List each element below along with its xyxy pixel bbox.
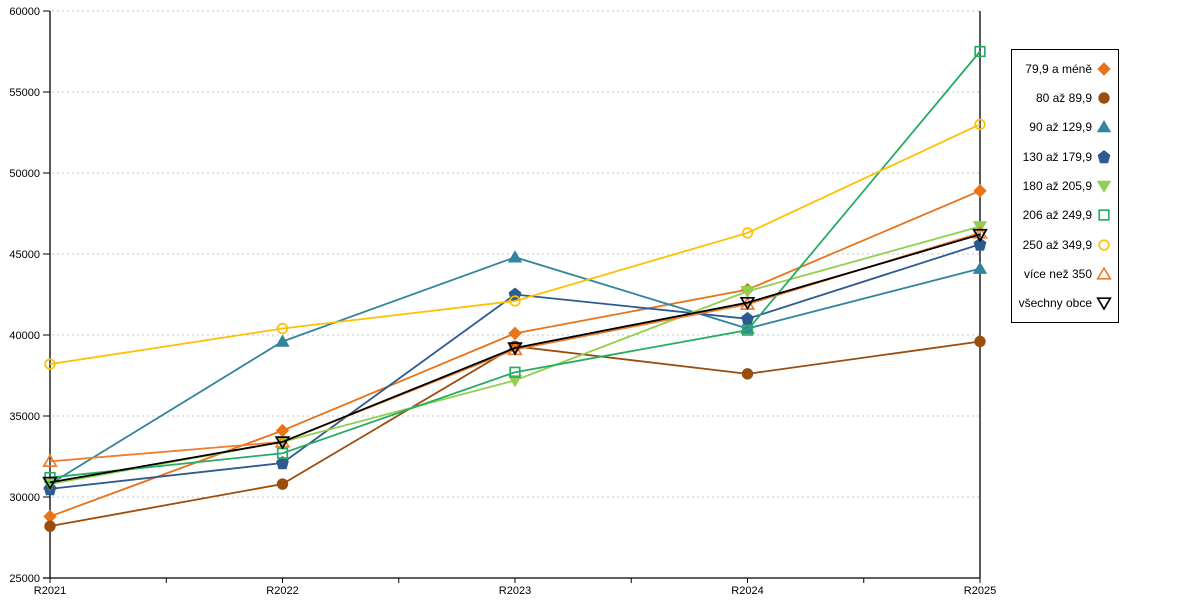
legend-item-4: 130 až 179,9 [1012, 143, 1118, 170]
legend-item-9: všechny obce [1012, 290, 1118, 317]
y-tick-label: 55000 [9, 87, 40, 99]
square-outline-icon [1098, 209, 1110, 221]
triangle-down-icon [1096, 180, 1112, 193]
triangle-up-icon [1096, 120, 1112, 133]
y-tick-label: 50000 [9, 168, 40, 180]
legend-label: všechny obce [1018, 296, 1092, 311]
x-tick-label: R2025 [964, 585, 996, 597]
circle-icon [1098, 92, 1110, 104]
series-v-echny-obce [42, 228, 988, 491]
series-250-a-349-9 [44, 118, 986, 370]
x-tick-label: R2024 [731, 585, 763, 597]
legend-item-7: 250 až 349,9 [1012, 231, 1118, 258]
legend-item-6: 206 až 249,9 [1012, 202, 1118, 229]
series-group [42, 45, 988, 532]
diamond-icon [1097, 62, 1111, 76]
legend-label: více než 350 [1023, 266, 1092, 281]
triangle-down-outline-icon [1096, 297, 1112, 311]
series-80-a-89-9 [44, 335, 986, 532]
pentagon-icon [1097, 149, 1111, 163]
y-tick-label: 60000 [9, 6, 40, 18]
y-tick-label: 25000 [9, 573, 40, 585]
y-tick-label: 45000 [9, 249, 40, 261]
y-tick-label: 40000 [9, 330, 40, 342]
y-tick-label: 30000 [9, 492, 40, 504]
legend-item-1: 79,9 a méně [1012, 55, 1118, 82]
legend-label: 90 až 129,9 [1029, 120, 1092, 135]
legend-label: 180 až 205,9 [1022, 178, 1092, 193]
legend-item-5: 180 až 205,9 [1012, 172, 1118, 199]
axis-labels: 25000 30000 35000 40000 45000 50000 55000 60000… [9, 6, 996, 597]
y-tick-label: 35000 [9, 411, 40, 423]
x-tick-label: R2022 [266, 585, 298, 597]
chart-legend: 79,9 a méně 80 až 89,9 90 až 129,9 130 a… [1011, 49, 1119, 323]
x-tick-label: R2021 [34, 585, 66, 597]
legend-label: 206 až 249,9 [1022, 208, 1092, 223]
legend-item-8: více než 350 [1012, 260, 1118, 287]
legend-label: 79,9 a méně [1025, 61, 1092, 76]
legend-item-2: 80 až 89,9 [1012, 85, 1118, 112]
legend-label: 250 až 349,9 [1022, 237, 1092, 252]
series-130-a-179-9 [43, 237, 987, 496]
legend-item-3: 90 až 129,9 [1012, 114, 1118, 141]
x-tick-label: R2023 [499, 585, 531, 597]
legend-label: 130 až 179,9 [1022, 149, 1092, 164]
legend-label: 80 až 89,9 [1035, 91, 1092, 106]
circle-outline-icon [1098, 238, 1110, 251]
triangle-outline-icon [1096, 266, 1112, 280]
